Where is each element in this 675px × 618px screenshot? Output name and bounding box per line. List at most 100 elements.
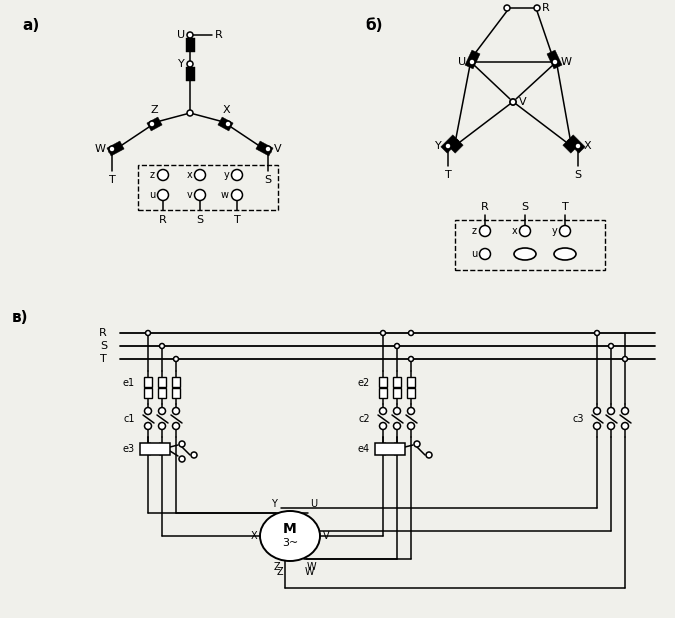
Circle shape (379, 423, 387, 430)
Circle shape (469, 59, 475, 65)
Bar (379, 377, 387, 387)
Bar (186, 38, 194, 52)
Text: в): в) (12, 310, 28, 325)
Bar (465, 50, 480, 69)
Bar (407, 388, 415, 398)
Circle shape (225, 121, 231, 127)
Circle shape (445, 143, 451, 149)
Text: V: V (323, 531, 329, 541)
Circle shape (173, 423, 180, 430)
Circle shape (408, 423, 414, 430)
Bar (379, 388, 387, 398)
Circle shape (426, 452, 432, 458)
Circle shape (593, 407, 601, 415)
Circle shape (179, 456, 185, 462)
Circle shape (109, 146, 115, 152)
Circle shape (394, 407, 400, 415)
Circle shape (159, 423, 165, 430)
Text: W: W (95, 144, 106, 154)
Circle shape (414, 441, 420, 447)
Circle shape (191, 452, 197, 458)
Text: u: u (148, 190, 155, 200)
Text: u: u (470, 249, 477, 259)
Text: w: w (221, 190, 229, 200)
Text: y: y (223, 170, 229, 180)
Text: W: W (307, 562, 317, 572)
Text: M: M (283, 522, 297, 536)
Text: X: X (584, 141, 591, 151)
Text: c3: c3 (572, 414, 584, 424)
Text: W: W (560, 249, 570, 259)
Text: v: v (186, 190, 192, 200)
Text: U: U (310, 499, 317, 509)
Circle shape (173, 357, 178, 362)
Bar (393, 388, 401, 398)
Circle shape (510, 99, 516, 105)
Circle shape (552, 59, 558, 65)
Text: T: T (234, 215, 240, 225)
Circle shape (394, 344, 400, 349)
Circle shape (593, 423, 601, 430)
Circle shape (179, 441, 185, 447)
Bar (218, 117, 233, 131)
Text: e4: e4 (358, 444, 370, 454)
Text: V: V (274, 144, 281, 154)
Bar (407, 377, 415, 387)
Text: y: y (551, 226, 557, 236)
Circle shape (408, 407, 414, 415)
Bar (563, 139, 577, 153)
Circle shape (379, 407, 387, 415)
Text: Z: Z (277, 567, 284, 577)
Text: S: S (196, 215, 204, 225)
Circle shape (560, 226, 570, 237)
Text: U: U (177, 30, 185, 40)
Text: S: S (574, 170, 582, 180)
Circle shape (232, 190, 242, 200)
Bar (256, 141, 273, 156)
Ellipse shape (554, 248, 576, 260)
Bar (172, 377, 180, 387)
Circle shape (408, 331, 414, 336)
Circle shape (144, 423, 151, 430)
Circle shape (144, 407, 151, 415)
Text: Z: Z (273, 562, 280, 572)
Circle shape (394, 423, 400, 430)
Bar (449, 139, 463, 153)
Text: x: x (186, 170, 192, 180)
Bar (547, 50, 562, 69)
Text: R: R (159, 215, 167, 225)
Circle shape (232, 169, 242, 180)
Bar (138, 165, 278, 210)
Circle shape (608, 344, 614, 349)
Text: R: R (542, 3, 549, 13)
Text: c1: c1 (124, 414, 135, 424)
Circle shape (520, 226, 531, 237)
Bar (144, 388, 152, 398)
Text: T: T (101, 354, 107, 364)
Text: T: T (562, 202, 568, 212)
Bar (158, 377, 166, 387)
Circle shape (622, 357, 628, 362)
Text: V: V (522, 249, 529, 259)
Text: б): б) (365, 18, 383, 33)
Text: X: X (250, 531, 257, 541)
Circle shape (381, 331, 385, 336)
Circle shape (149, 121, 155, 127)
Text: T: T (109, 175, 115, 185)
Circle shape (265, 146, 271, 152)
Circle shape (194, 190, 205, 200)
Circle shape (608, 407, 614, 415)
Text: 3~: 3~ (282, 538, 298, 548)
Text: V: V (519, 97, 526, 107)
Circle shape (187, 110, 193, 116)
Text: e1: e1 (123, 378, 135, 388)
Bar (186, 67, 194, 81)
Circle shape (510, 99, 516, 105)
Circle shape (479, 226, 491, 237)
Bar (144, 377, 152, 387)
Circle shape (146, 331, 151, 336)
Text: Y: Y (271, 499, 277, 509)
Bar (455, 220, 605, 270)
Text: Y: Y (178, 59, 185, 69)
Text: а): а) (22, 18, 39, 33)
